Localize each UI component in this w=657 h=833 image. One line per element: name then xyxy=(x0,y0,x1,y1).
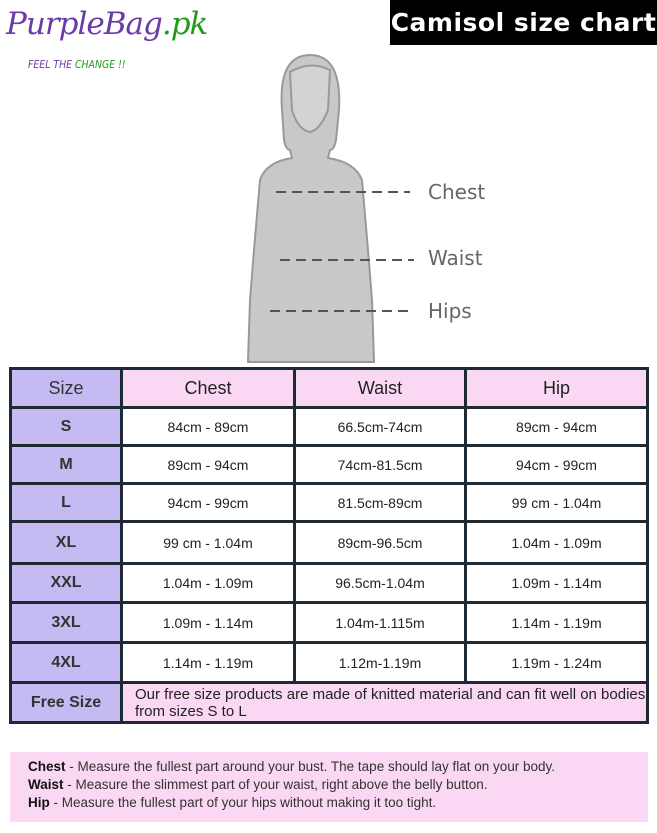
size-table: Size Chest Waist Hip S 84cm - 89cm 66.5cm-… xyxy=(9,367,649,724)
hips-label: Hips xyxy=(428,299,472,323)
tagline: FEEL THE CHANGE !! xyxy=(28,58,126,71)
size-cell: L xyxy=(9,482,123,523)
waist-cell: 74cm-81.5cm xyxy=(293,444,467,485)
table-row: 4XL 1.14m - 1.19m 1.12m-1.19m 1.19m - 1.24m xyxy=(9,641,649,684)
hip-cell: 1.19m - 1.24m xyxy=(464,641,649,684)
hip-cell: 94cm - 99cm xyxy=(464,444,649,485)
note-term: Waist xyxy=(28,777,64,792)
waist-cell: 81.5cm-89cm xyxy=(293,482,467,523)
hip-cell: 1.09m - 1.14m xyxy=(464,562,649,604)
table-header-row: Size Chest Waist Hip xyxy=(9,367,649,409)
hip-cell: 99 cm - 1.04m xyxy=(464,482,649,523)
chest-cell: 99 cm - 1.04m xyxy=(120,520,296,565)
logo-suffix: .pk xyxy=(161,6,208,42)
chest-label: Chest xyxy=(428,180,486,204)
size-cell: 4XL xyxy=(9,641,123,684)
chest-cell: 1.04m - 1.09m xyxy=(120,562,296,604)
note-term: Chest xyxy=(28,759,66,774)
size-cell: XXL xyxy=(9,562,123,604)
hip-cell: 1.14m - 1.19m xyxy=(464,601,649,644)
logo: PurpleBag.pk xyxy=(6,6,208,42)
table-row: L 94cm - 99cm 81.5cm-89cm 99 cm - 1.04m xyxy=(9,482,649,523)
hip-cell: 89cm - 94cm xyxy=(464,406,649,447)
table-row: S 84cm - 89cm 66.5cm-74cm 89cm - 94cm xyxy=(9,406,649,447)
waist-cell: 1.12m-1.19m xyxy=(293,641,467,684)
table-row: XL 99 cm - 1.04m 89cm-96.5cm 1.04m - 1.09m xyxy=(9,520,649,565)
note-text: - Measure the fullest part around your b… xyxy=(65,759,556,774)
waist-cell: 96.5cm-1.04m xyxy=(293,562,467,604)
table-row: M 89cm - 94cm 74cm-81.5cm 94cm - 99cm xyxy=(9,444,649,485)
note-text: - Measure the fullest part of your hips … xyxy=(49,795,437,810)
size-cell: 3XL xyxy=(9,601,123,644)
size-cell: S xyxy=(9,406,123,447)
body-silhouette xyxy=(246,53,414,363)
waist-cell: 89cm-96.5cm xyxy=(293,520,467,565)
free-size-row: Free Size Our free size products are made… xyxy=(9,681,649,724)
chest-cell: 1.09m - 1.14m xyxy=(120,601,296,644)
header-waist: Waist xyxy=(293,367,467,409)
hip-cell: 1.04m - 1.09m xyxy=(464,520,649,565)
page-title: Camisol size chart xyxy=(390,0,657,45)
free-size-label: Free Size xyxy=(9,681,123,724)
measurement-notes: Chest - Measure the fullest part around … xyxy=(10,752,648,822)
size-cell: M xyxy=(9,444,123,485)
waist-label: Waist xyxy=(428,246,483,270)
note-line: Chest - Measure the fullest part around … xyxy=(28,758,648,776)
note-term: Hip xyxy=(28,795,50,810)
table-row: XXL 1.04m - 1.09m 96.5cm-1.04m 1.09m - 1.14… xyxy=(9,562,649,604)
chest-cell: 84cm - 89cm xyxy=(120,406,296,447)
header-chest: Chest xyxy=(120,367,296,409)
logo-brand: PurpleBag xyxy=(6,6,163,42)
header-hip: Hip xyxy=(464,367,649,409)
free-size-text: Our free size products are made of knitt… xyxy=(120,681,649,724)
note-text: - Measure the slimmest part of your wais… xyxy=(63,777,488,792)
note-line: Hip - Measure the fullest part of your h… xyxy=(28,794,648,812)
header-size: Size xyxy=(9,367,123,409)
chest-cell: 1.14m - 1.19m xyxy=(120,641,296,684)
chest-cell: 94cm - 99cm xyxy=(120,482,296,523)
note-line: Waist - Measure the slimmest part of you… xyxy=(28,776,648,794)
size-cell: XL xyxy=(9,520,123,565)
table-row: 3XL 1.09m - 1.14m 1.04m-1.115m 1.14m - 1.19… xyxy=(9,601,649,644)
chest-cell: 89cm - 94cm xyxy=(120,444,296,485)
waist-cell: 66.5cm-74cm xyxy=(293,406,467,447)
waist-cell: 1.04m-1.115m xyxy=(293,601,467,644)
